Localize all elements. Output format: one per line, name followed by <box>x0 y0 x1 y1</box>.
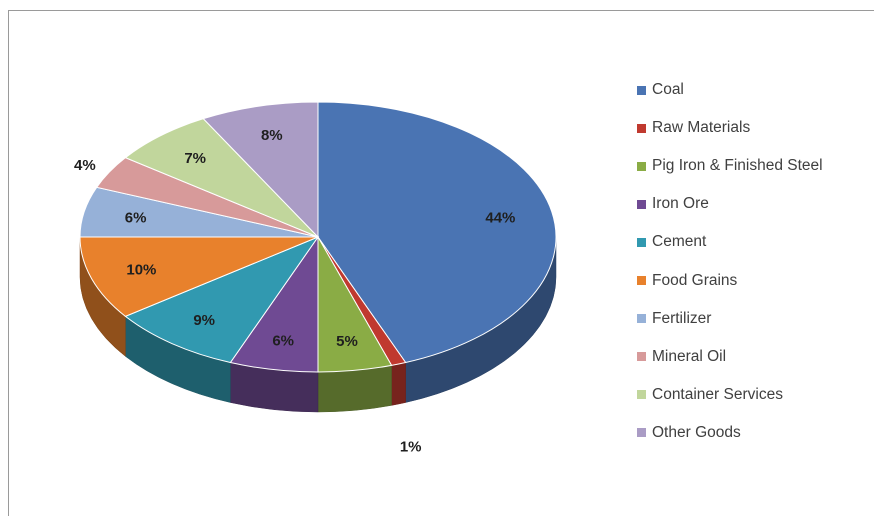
data-label-coal: 44% <box>485 209 515 226</box>
legend-swatch <box>637 161 646 171</box>
data-label-raw-materials: 1% <box>400 438 422 455</box>
legend-swatch <box>637 352 646 362</box>
legend-item-coal[interactable]: Coal <box>637 80 684 100</box>
data-label-fertilizer: 6% <box>125 209 147 226</box>
pie-slice-other-goods[interactable] <box>202 101 319 239</box>
data-label-other-goods: 8% <box>261 127 283 144</box>
data-labels: 44% 1% 5% 6% 9% 10% 6% 4% 7% 8% <box>74 127 515 455</box>
legend-label: Cement <box>652 233 707 251</box>
pie-side-pig-iron-finished-steel <box>317 365 392 413</box>
legend-label: Other Goods <box>652 423 741 441</box>
data-label-iron-ore: 6% <box>272 332 294 349</box>
data-label-pig-iron-finished-steel: 5% <box>336 333 358 350</box>
legend-item-mineral-oil[interactable]: Mineral Oil <box>637 347 726 367</box>
legend-swatch <box>637 199 646 209</box>
data-label-mineral-oil: 4% <box>74 157 96 174</box>
legend-item-container-services[interactable]: Container Services <box>637 385 783 405</box>
legend-label: Fertilizer <box>652 309 712 327</box>
legend-label: Coal <box>652 81 684 98</box>
pie-slice-food-grains[interactable] <box>79 236 319 317</box>
pie-side-walls <box>79 236 557 413</box>
legend-label: Raw Materials <box>652 119 751 137</box>
legend-swatch <box>637 390 646 400</box>
pie-slice-cement[interactable] <box>124 235 320 364</box>
legend-swatch <box>637 428 646 438</box>
legend-label: Iron Ore <box>652 195 709 213</box>
pie-side-raw-materials <box>391 362 406 406</box>
legend-item-pig-iron-finished-steel[interactable]: Pig Iron & Finished Steel <box>637 156 823 176</box>
pie-slice-container-services[interactable] <box>124 118 319 238</box>
data-label-food-grains: 10% <box>126 262 156 279</box>
legend-label: Mineral Oil <box>652 347 727 365</box>
legend-item-iron-ore[interactable]: Iron Ore <box>637 194 709 214</box>
legend-item-cement[interactable]: Cement <box>637 232 706 252</box>
legend-item-other-goods[interactable]: Other Goods <box>637 423 741 443</box>
legend-swatch <box>637 85 646 95</box>
legend-label: Container Services <box>652 385 783 403</box>
legend-swatch <box>637 314 646 324</box>
legend-item-fertilizer[interactable]: Fertilizer <box>637 309 711 329</box>
pie-slices <box>79 101 557 373</box>
legend-item-food-grains[interactable]: Food Grains <box>637 271 737 291</box>
legend-item-raw-materials[interactable]: Raw Materials <box>637 118 750 138</box>
legend-swatch <box>637 123 646 133</box>
legend-swatch <box>637 276 646 285</box>
data-label-cement: 9% <box>193 312 215 329</box>
legend-swatch <box>637 237 646 247</box>
pie-slice-coal[interactable] <box>317 101 557 364</box>
data-label-container-services: 7% <box>184 150 206 167</box>
legend-label: Food Grains <box>652 271 738 289</box>
legend-label: Pig Iron & Finished Steel <box>652 157 823 175</box>
